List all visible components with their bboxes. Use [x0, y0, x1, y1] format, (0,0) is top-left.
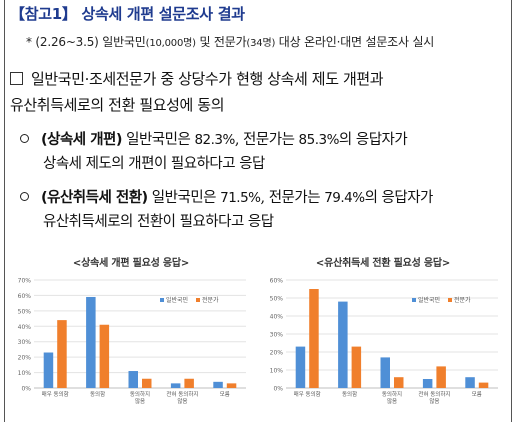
document-frame [4, 0, 512, 422]
bullet-item: (유산취득세 전환) 일반국민은 71.5%, 전문가는 79.4%의 응답자가… [20, 186, 510, 234]
bar-general [128, 371, 138, 388]
chart-acquisition-tax: <유산취득세 전환 필요성 응답> 0% 10% 20% 30% 40% 50% 60% 매우… [262, 252, 504, 422]
bar-general [213, 381, 223, 388]
bar-general [170, 383, 181, 388]
y-tick-label: 40% [18, 324, 32, 331]
bullet-heading: (상속세 개편) [41, 132, 123, 148]
legend-label: 일반국민 [166, 296, 188, 304]
bullet-line2: 유산취득세로의 전환이 필요하다고 응답 [43, 214, 274, 230]
legend-swatch [196, 298, 200, 302]
x-tick-label: 않음 [177, 397, 187, 405]
y-tick-label: 30% [18, 339, 32, 346]
bullet-heading: (유산취득세 전환) [41, 190, 148, 206]
x-tick-label: 전혀 동의하지 [166, 390, 198, 398]
main-item-line1: 일반국민·조세전문가 중 상당수가 현행 상속세 제도 개편과 [31, 70, 384, 88]
bar-general [338, 301, 348, 388]
chart-title: <유산취득세 전환 필요성 응답> [315, 258, 451, 269]
circle-bullet-icon [20, 134, 29, 143]
x-tick-label: 모름 [472, 391, 482, 398]
y-tick-label: 20% [270, 350, 284, 357]
bar-expert [99, 324, 110, 388]
bullet-item: (상속세 개편) 일반국민은 82.3%, 전문가는 85.3%의 응답자가 상… [20, 128, 510, 176]
survey-note: * (2.26~3.5) 일반국민(10,000명) 및 전문가(34명) 대상… [26, 33, 434, 50]
bullet-text: 일반국민은 [147, 190, 221, 206]
main-item-line2: 유산취득세로의 전환 필요성에 동의 [10, 96, 225, 114]
note-general-count: (10,000명) [145, 38, 196, 49]
bar-expert [351, 346, 362, 388]
y-tick-label: 0% [21, 386, 31, 393]
bar-expert [226, 383, 237, 388]
bar-expert [394, 377, 404, 388]
bar-general [380, 357, 390, 388]
bar-expert [57, 320, 67, 388]
bullet-text: , 전문가는 [260, 190, 325, 206]
circle-bullet-icon [20, 192, 29, 201]
bullet-value-expert: 85.3% [298, 132, 340, 148]
x-tick-label: 동의함 [342, 390, 357, 398]
bar-expert [436, 366, 446, 388]
page-title: 【참고1】 상속세 개편 설문조사 결과 [10, 5, 245, 23]
legend-label: 전문가 [454, 296, 471, 304]
x-tick-label: 동의하지 [382, 390, 402, 398]
chart-svg: 0%10%20%30%40%50%60%70%매우 동의함 동의함 동의하지않음전혀… [18, 278, 246, 405]
x-tick-label: 매우 동의함 [294, 390, 321, 398]
y-tick-label: 60% [270, 278, 284, 285]
legend-swatch [448, 298, 452, 302]
bullet-text: 일반국민은 [122, 132, 195, 148]
legend-swatch [160, 298, 164, 302]
note-expert-count: (34명) [246, 38, 276, 49]
legend-swatch [412, 298, 416, 302]
note-suffix: 대상 온라인·대면 설문조사 실시 [275, 35, 435, 49]
bullet-value-general: 71.5% [220, 190, 261, 206]
y-tick-label: 0% [273, 386, 283, 393]
bar-expert [309, 289, 319, 388]
bar-general [465, 377, 475, 388]
chart-title: <상속세 개편 필요성 응답> [72, 258, 190, 269]
y-tick-label: 20% [18, 355, 32, 362]
chart-inheritance-reform: <상속세 개편 필요성 응답> 0% 10% 20% 30% 40% 50% 60% 70% 매… [10, 252, 252, 422]
note-prefix: * (2.26~3.5) 일반국민 [26, 35, 146, 49]
y-tick-label: 10% [270, 368, 284, 375]
bullet-text: 의 응답자가 [338, 132, 408, 148]
y-tick-label: 50% [18, 308, 32, 315]
bar-general [43, 352, 54, 388]
x-tick-label: 않음 [429, 397, 439, 405]
bullet-line2: 상속세 제도의 개편이 필요하다고 응답 [43, 156, 265, 172]
note-mid: 및 전문가 [195, 35, 247, 49]
bullet-text: 의 응답자가 [364, 190, 434, 206]
bullet-value-general: 82.3% [194, 132, 235, 148]
y-tick-label: 30% [270, 332, 284, 339]
x-tick-label: 않음 [387, 397, 397, 405]
y-tick-label: 10% [18, 370, 32, 377]
x-tick-label: 않음 [135, 397, 145, 405]
y-tick-label: 40% [270, 314, 284, 321]
y-tick-label: 50% [270, 296, 284, 303]
bar-expert [184, 378, 194, 388]
x-tick-label: 모름 [220, 391, 230, 398]
x-tick-label: 전혀 동의하지 [418, 390, 450, 398]
legend-label: 일반국민 [418, 296, 440, 304]
bar-expert [478, 382, 489, 388]
bar-expert [142, 378, 152, 388]
x-tick-label: 매우 동의함 [42, 390, 69, 398]
legend-label: 전문가 [202, 296, 219, 304]
square-bullet-icon [10, 72, 23, 85]
x-tick-label: 동의함 [90, 390, 105, 398]
bullet-text: , 전문가는 [234, 132, 299, 148]
bar-general [86, 296, 96, 388]
y-tick-label: 70% [18, 278, 32, 285]
bar-general [422, 379, 433, 388]
main-item: 일반국민·조세전문가 중 상당수가 현행 상속세 제도 개편과 유산취득세로의 … [10, 66, 506, 118]
bullet-value-expert: 79.4% [324, 190, 365, 206]
y-tick-label: 60% [18, 293, 32, 300]
bar-general [295, 346, 306, 388]
x-tick-label: 동의하지 [130, 390, 150, 398]
